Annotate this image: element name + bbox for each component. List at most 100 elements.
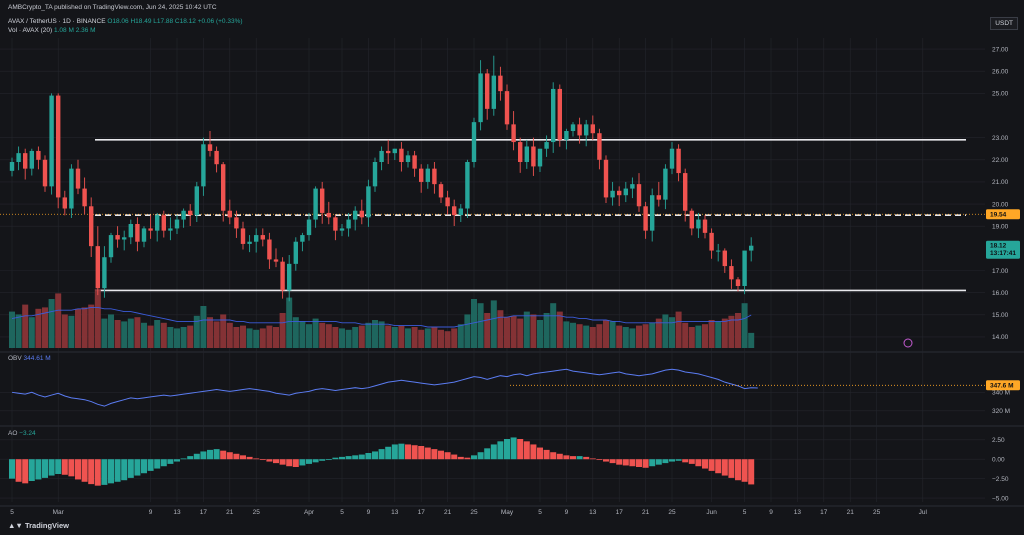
- tradingview-logo[interactable]: ▲▼ TradingView: [8, 521, 69, 530]
- x-tick-label: Mar: [53, 509, 65, 516]
- x-tick-label: 25: [253, 509, 261, 516]
- ao-bar: [114, 459, 121, 482]
- ao-bar: [530, 444, 537, 460]
- x-tick-label: 9: [565, 509, 569, 516]
- obv-legend-name: OBV: [8, 355, 22, 362]
- volume-bar: [530, 314, 537, 348]
- volume-bar: [332, 327, 339, 348]
- candle: [69, 164, 74, 219]
- y-tick-label: 25.00: [992, 91, 1009, 98]
- candle-body: [201, 144, 206, 187]
- volume-ma-line: [11, 306, 752, 328]
- candle: [491, 55, 496, 116]
- candle: [471, 117, 477, 168]
- candle: [636, 173, 642, 212]
- ao-bar: [240, 455, 246, 460]
- x-tick-label: 21: [226, 509, 234, 516]
- obv-level-tag: 347.6 M: [986, 380, 1020, 391]
- ao-bar: [385, 446, 392, 460]
- ao-bar: [629, 459, 636, 467]
- mid-level-tag-text: 19.54: [990, 211, 1007, 218]
- volume-bar: [385, 325, 392, 348]
- volume-bar: [431, 327, 438, 348]
- volume-bar: [352, 327, 359, 348]
- ao-legend-value: −3.24: [19, 430, 36, 437]
- candle: [603, 155, 609, 203]
- candle: [188, 204, 193, 226]
- candle-body: [597, 133, 602, 160]
- candle: [155, 212, 160, 242]
- x-tick-label: 21: [847, 509, 855, 516]
- volume-bar: [147, 325, 154, 348]
- ao-bar: [715, 459, 722, 474]
- candle: [524, 139, 529, 169]
- ao-bar: [246, 456, 253, 460]
- ao-bar: [134, 459, 141, 476]
- ao-bar: [167, 459, 174, 464]
- ao-bar: [306, 459, 312, 464]
- volume-legend-values: 1.08 M 2.36 M: [54, 27, 96, 34]
- candle-body: [260, 235, 265, 240]
- candle: [683, 168, 688, 222]
- ao-bar: [490, 444, 497, 460]
- candle-body: [412, 155, 417, 169]
- symbol-legend: AVAX / TetherUS · 1D · BINANCE O18.06 H1…: [8, 18, 243, 25]
- candle-body: [306, 219, 312, 236]
- candle: [551, 82, 556, 153]
- candle-body: [267, 239, 272, 260]
- ao-bar: [75, 459, 81, 480]
- candle-body: [141, 228, 147, 242]
- candle-body: [62, 197, 67, 209]
- ao-bar: [576, 456, 583, 460]
- ao-bar: [728, 459, 735, 478]
- candle-body: [168, 228, 173, 231]
- candle: [412, 150, 417, 177]
- candle: [293, 237, 298, 271]
- volume-bar: [616, 325, 623, 348]
- candle: [689, 208, 694, 236]
- ao-bar: [312, 459, 319, 463]
- candle-body: [102, 257, 107, 289]
- candle: [458, 204, 463, 223]
- ao-bar: [286, 459, 293, 467]
- volume-bar: [523, 311, 530, 348]
- candlesticks: [9, 55, 754, 302]
- candle: [564, 128, 569, 150]
- candle-body: [9, 162, 15, 171]
- candle-body: [247, 241, 252, 244]
- candle-body: [227, 210, 232, 218]
- ao-bar: [200, 451, 207, 460]
- currency-button[interactable]: USDT: [990, 17, 1018, 30]
- candle: [36, 146, 41, 170]
- volume-bar: [543, 313, 550, 348]
- candle-body: [709, 232, 714, 251]
- x-tick-label: 9: [367, 509, 371, 516]
- ao-bar: [226, 452, 233, 460]
- ao-bar: [649, 459, 656, 467]
- candle-body: [498, 75, 503, 92]
- ao-bar: [431, 449, 438, 460]
- candle-body: [359, 210, 364, 218]
- x-tick-label: 13: [589, 509, 597, 516]
- candle: [669, 142, 675, 175]
- candle: [260, 228, 265, 247]
- candle: [300, 232, 305, 252]
- candle-body: [650, 195, 655, 231]
- ao-bar: [708, 459, 715, 471]
- candle: [656, 181, 661, 207]
- x-tick-label: Jul: [919, 509, 928, 516]
- obv-level-tag-bg: [986, 380, 1020, 391]
- candle: [306, 212, 312, 241]
- ao-bar: [616, 459, 623, 465]
- candle: [386, 139, 391, 164]
- volume-bar: [48, 299, 55, 348]
- candle-body: [544, 142, 549, 149]
- candle-body: [432, 168, 437, 185]
- candle: [445, 190, 450, 215]
- candle: [122, 230, 127, 251]
- candle-body: [293, 241, 298, 264]
- x-tick-label: 25: [873, 509, 881, 516]
